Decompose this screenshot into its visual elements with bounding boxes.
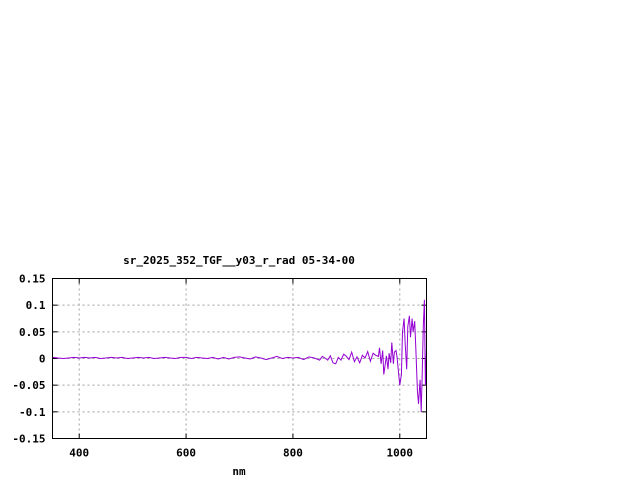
y-axis: 0.15 0.1 0.05 0 -0.05 -0.1 -0.15 [12, 273, 427, 446]
y-tick-label: 0.05 [19, 326, 46, 339]
y-tick-label: -0.1 [19, 406, 46, 419]
x-tick-label: 600 [176, 447, 196, 460]
series-line [52, 299, 427, 412]
y-tick-label: 0 [39, 353, 46, 366]
series-group [52, 299, 427, 412]
x-axis-label: nm [232, 465, 246, 478]
y-tick-label: 0.15 [19, 273, 46, 286]
x-tick-label: 1000 [387, 447, 414, 460]
x-tick-label: 400 [69, 447, 89, 460]
grid [52, 278, 427, 439]
y-tick-label: -0.05 [12, 379, 45, 392]
y-tick-label: 0.1 [26, 299, 46, 312]
x-axis: 400 600 800 1000 [69, 278, 414, 460]
plot-border [52, 278, 427, 439]
chart-title: sr_2025_352_TGF__y03_r_rad 05-34-00 [123, 254, 355, 267]
y-tick-label: -0.15 [12, 433, 45, 446]
x-tick-label: 800 [283, 447, 303, 460]
